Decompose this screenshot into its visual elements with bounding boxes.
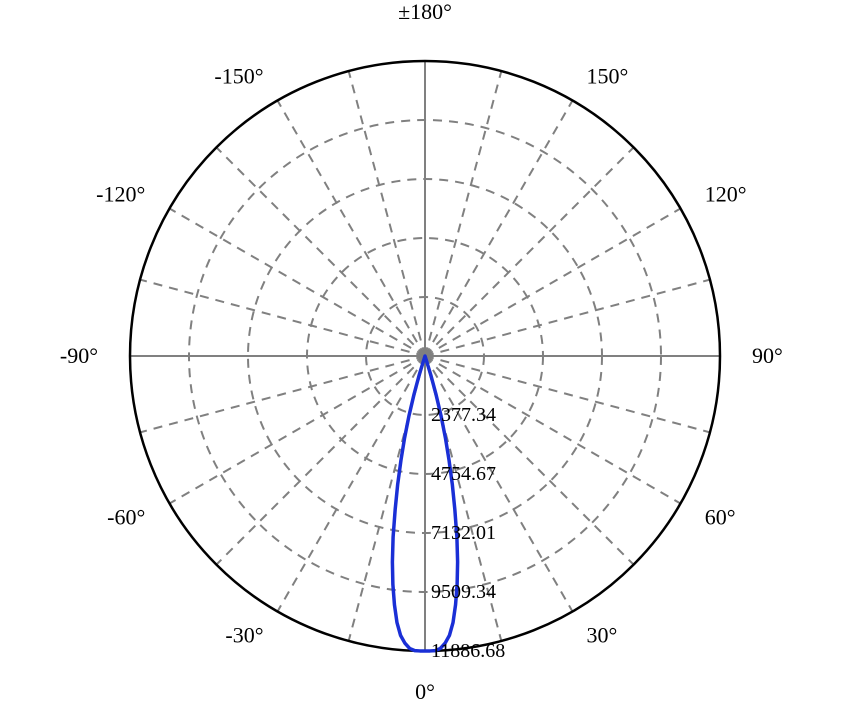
angle-label: 0°	[415, 679, 435, 704]
grid-spoke	[278, 356, 426, 611]
angle-label: 30°	[587, 623, 618, 648]
grid-spoke	[425, 280, 710, 356]
grid-spoke	[425, 71, 501, 356]
angle-label: ±180°	[398, 0, 452, 24]
radial-label: 4754.67	[431, 463, 496, 485]
grid-spoke	[278, 101, 426, 356]
angle-label: -120°	[96, 182, 145, 207]
angle-label: -60°	[107, 505, 145, 530]
radial-label: 2377.34	[431, 404, 496, 426]
angle-label: -30°	[225, 623, 263, 648]
angle-label: 90°	[752, 343, 783, 368]
angle-label: 120°	[705, 182, 747, 207]
angle-label: -90°	[60, 343, 98, 368]
grid-spoke	[425, 101, 573, 356]
radial-label: 7132.01	[431, 522, 496, 544]
grid-spoke	[140, 356, 425, 432]
radial-label: 11886.68	[431, 640, 505, 662]
grid-spoke	[425, 209, 680, 357]
angle-label: 60°	[705, 505, 736, 530]
grid-spoke	[349, 71, 425, 356]
grid-spoke	[140, 280, 425, 356]
radial-labels: 2377.34 4754.67 7132.01 9509.34 11886.68	[431, 404, 505, 662]
angle-label: -150°	[214, 63, 263, 88]
grid-spoke	[170, 209, 425, 357]
grid-spoke	[425, 147, 634, 356]
polar-chart: 2377.34 4754.67 7132.01 9509.34 11886.68 0° 3…	[0, 0, 850, 713]
radial-label: 9509.34	[431, 581, 496, 603]
grid-spoke	[216, 147, 425, 356]
angle-label: 150°	[587, 63, 629, 88]
grid-spoke	[170, 356, 425, 504]
